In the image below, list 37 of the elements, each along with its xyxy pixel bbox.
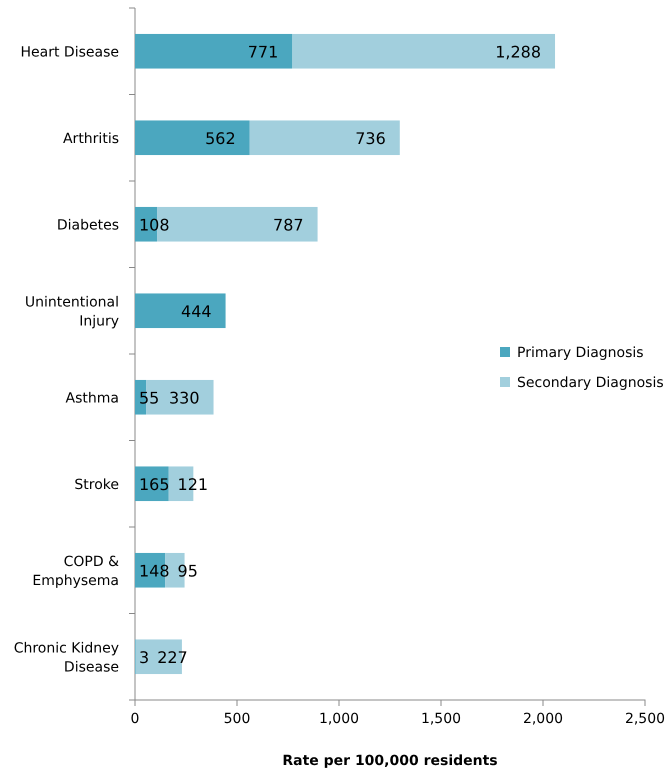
bar [135, 34, 292, 69]
bar [135, 120, 250, 156]
data-label: 444 [181, 302, 212, 321]
data-label: 330 [168, 388, 200, 408]
data-label: 771 [248, 42, 278, 62]
y-tick-label: Stroke [74, 476, 119, 493]
data-label: 3 [139, 648, 150, 667]
y-tick-label: Unintentional Injury [24, 294, 119, 330]
y-tick-label: Diabetes [56, 217, 119, 234]
x-tick-label: 500 [224, 711, 250, 727]
data-label: 148 [139, 561, 170, 580]
y-tick-label: Heart Disease [20, 44, 119, 60]
data-label: 562 [205, 128, 236, 148]
data-label: 55 [139, 388, 160, 408]
y-tick-label: Arthritis [62, 130, 119, 147]
legend-label: Primary Diagnosis [517, 345, 644, 361]
x-tick-label: 1,500 [420, 711, 462, 727]
bar [135, 293, 226, 328]
x-tick-label: 2,000 [522, 711, 564, 727]
y-tick-label: Chronic Kidney Disease [14, 640, 119, 676]
data-label: 108 [139, 215, 170, 234]
data-label: 227 [157, 648, 188, 667]
legend-label: Secondary Diagnosis [517, 375, 664, 391]
y-tick-label: COPD & Emphysema [32, 554, 120, 589]
data-label: 95 [178, 561, 198, 580]
y-tick-label: Asthma [66, 390, 119, 406]
data-label: 165 [139, 474, 170, 494]
x-tick-label: 2,500 [624, 711, 665, 727]
bar [292, 34, 556, 69]
x-axis-title: Rate per 100,000 residents [282, 753, 498, 769]
data-label: 121 [178, 474, 208, 494]
data-label: 736 [355, 128, 386, 148]
x-tick-label: 1,000 [318, 711, 360, 727]
bar [250, 120, 400, 156]
x-tick-label: 0 [130, 711, 140, 727]
data-label: 787 [273, 215, 304, 234]
data-label: 1,288 [495, 42, 542, 62]
